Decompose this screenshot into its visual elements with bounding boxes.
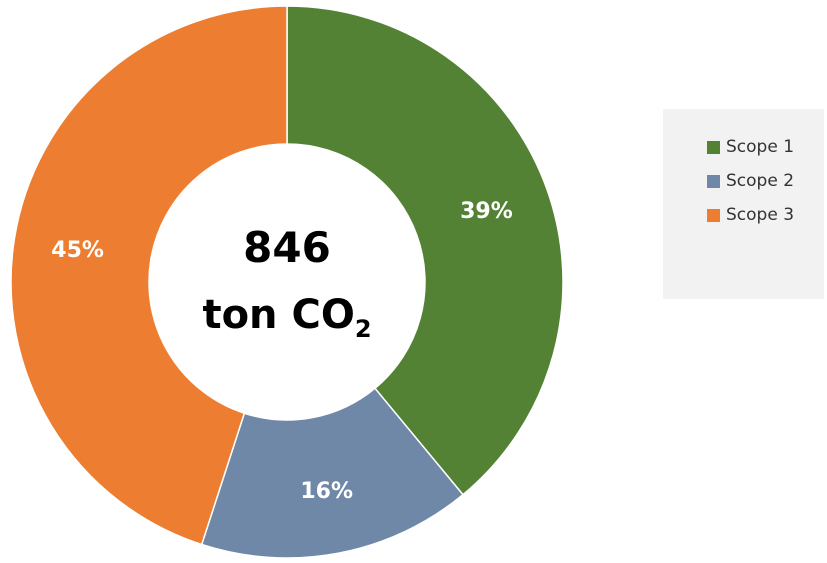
legend-item-scope-2: Scope 2 <box>707 171 824 191</box>
slice-label-scope-1: 39% <box>460 199 513 224</box>
center-unit-subscript: 2 <box>355 315 372 343</box>
slice-label-scope-3: 45% <box>51 238 104 263</box>
donut-slices <box>10 5 564 559</box>
slice-scope-1 <box>286 5 564 496</box>
center-total-value: 846 <box>243 223 331 272</box>
legend-swatch-scope-1 <box>707 140 720 154</box>
slice-scope-3 <box>10 5 288 546</box>
center-unit-label: ton CO2 <box>202 292 371 343</box>
legend-item-scope-1: Scope 1 <box>707 137 824 157</box>
slice-label-scope-2: 16% <box>300 479 353 504</box>
legend-label-scope-2: Scope 2 <box>726 171 795 191</box>
legend-label-scope-1: Scope 1 <box>726 137 795 157</box>
donut-slice-labels: 39% 16% 45% <box>51 199 513 504</box>
center-unit-prefix: ton CO <box>202 292 354 338</box>
legend-swatch-scope-3 <box>707 208 720 222</box>
slice-scope-2 <box>200 387 464 559</box>
legend-swatch-scope-2 <box>707 174 720 188</box>
chart-legend: Scope 1 Scope 2 Scope 3 <box>663 109 824 299</box>
legend-label-scope-3: Scope 3 <box>726 205 795 225</box>
legend-item-scope-3: Scope 3 <box>707 205 824 225</box>
